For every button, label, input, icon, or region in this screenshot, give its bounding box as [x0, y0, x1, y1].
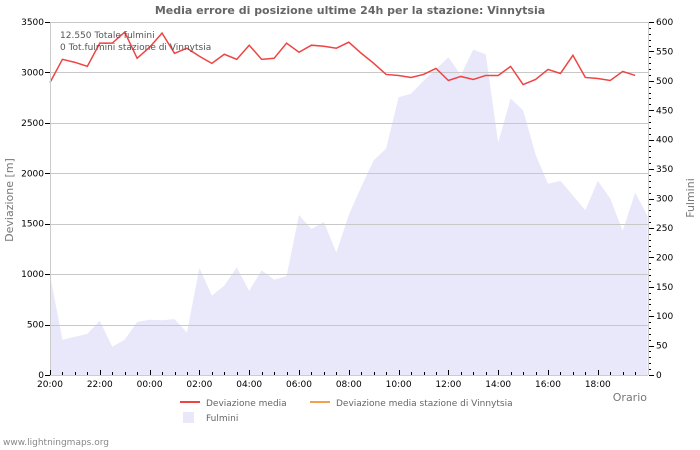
x-axis-label: Orario [613, 391, 648, 404]
legend: Deviazione media Deviazione media stazio… [180, 399, 513, 424]
legend-strikes-swatch [183, 412, 194, 423]
right-tick-label: 200 [656, 253, 673, 263]
left-tick-label: 3500 [21, 18, 44, 28]
right-tick-label: 350 [656, 165, 673, 175]
axes: 0 500 1000 1500 2000 2500 3000 3500 0 50 100 150 200… [21, 18, 673, 390]
x-tick-label: 14:00 [485, 380, 511, 390]
strikes-area [50, 49, 648, 375]
grid-lines [50, 22, 648, 326]
x-tick-label: 12:00 [435, 380, 461, 390]
left-tick-label: 0 [38, 371, 44, 381]
right-tick-label: 300 [656, 195, 673, 205]
left-tick-label: 2000 [21, 169, 44, 179]
x-tick-label: 08:00 [336, 380, 362, 390]
right-tick-label: 600 [656, 18, 673, 28]
right-axis-label: Fulmini [684, 178, 697, 218]
x-tick-label: 04:00 [236, 380, 262, 390]
legend-strikes-label: Fulmini [206, 414, 238, 424]
legend-deviation-label: Deviazione media [206, 399, 287, 409]
strikes-area-polygon [50, 49, 648, 375]
x-tick-label: 22:00 [87, 380, 113, 390]
right-tick-label: 400 [656, 136, 673, 146]
left-tick-label: 1500 [21, 220, 44, 230]
x-tick-label: 18:00 [585, 380, 611, 390]
left-tick-label: 3000 [21, 68, 44, 78]
right-tick-label: 550 [656, 47, 673, 57]
chart-title: Media errore di posizione ultime 24h per… [154, 4, 546, 17]
right-tick-label: 250 [656, 224, 673, 234]
legend-station-label: Deviazione media stazione di Vinnytsia [336, 399, 513, 409]
right-tick-label: 0 [656, 371, 662, 381]
x-tick-label: 16:00 [535, 380, 561, 390]
left-tick-label: 1000 [21, 270, 44, 280]
total-strikes-text: 12.550 Totale fulmini [60, 31, 155, 41]
right-tick-label: 150 [656, 283, 673, 293]
right-tick-label: 50 [656, 342, 668, 352]
source-footer: www.lightningmaps.org [3, 438, 109, 448]
right-tick-label: 500 [656, 77, 673, 87]
x-tick-label: 02:00 [186, 380, 212, 390]
right-tick-label: 100 [656, 312, 673, 322]
right-tick-label: 450 [656, 106, 673, 116]
left-tick-label: 2500 [21, 119, 44, 129]
left-tick-label: 500 [27, 321, 44, 331]
x-tick-label: 06:00 [286, 380, 312, 390]
x-tick-label: 00:00 [137, 380, 163, 390]
deviation-polyline [49, 30, 636, 86]
x-tick-label: 20:00 [37, 380, 63, 390]
x-tick-label: 10:00 [386, 380, 412, 390]
station-strikes-text: 0 Tot.fulmini stazione di Vinnytsia [60, 43, 211, 53]
left-axis-label: Deviazione [m] [3, 158, 16, 242]
deviation-line [49, 30, 636, 86]
